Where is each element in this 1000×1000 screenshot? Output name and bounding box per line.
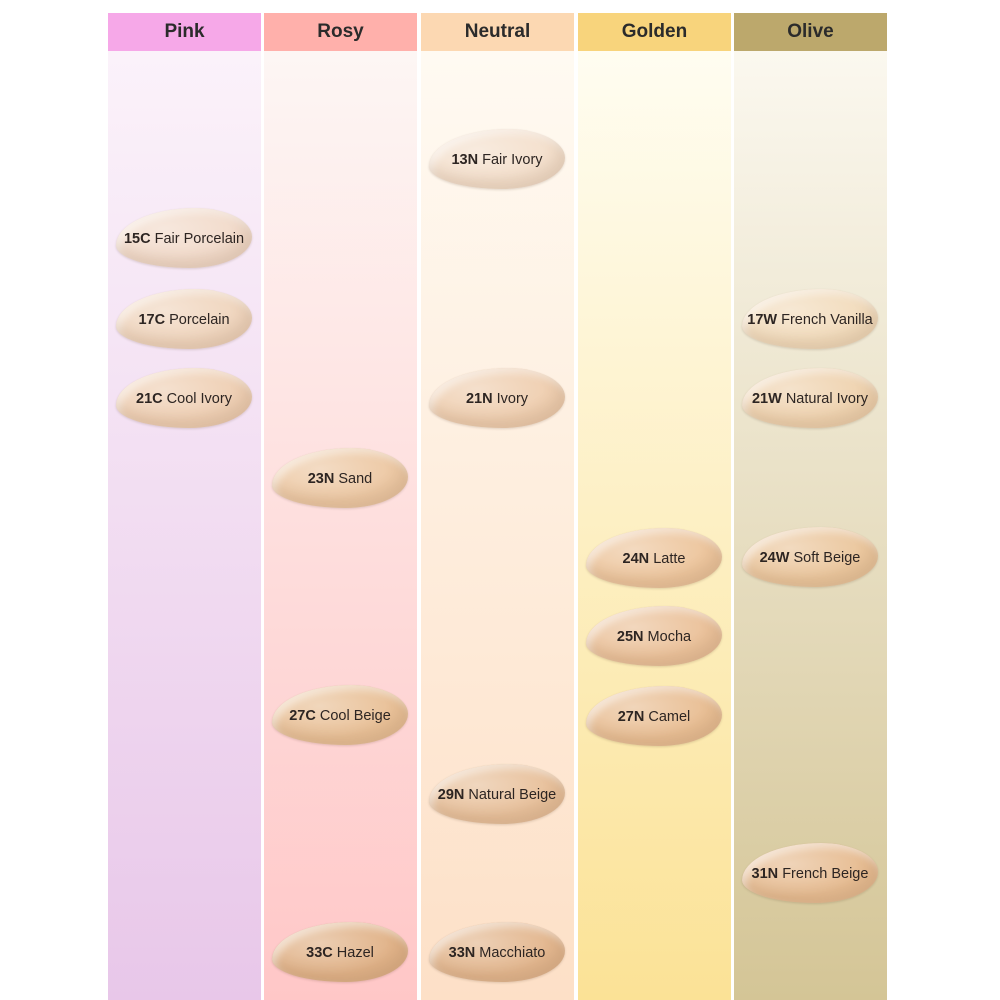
column-header-neutral: Neutral <box>421 13 574 51</box>
column-body-neutral: 13N Fair Ivory 21N Ivory 29N Natural Bei… <box>421 51 574 1000</box>
swatch-code: 29N <box>437 787 465 803</box>
swatch-shade-name: Cool Beige <box>319 708 391 724</box>
swatch-code: 21W <box>751 391 782 407</box>
swatch-shade-name: French Vanilla <box>781 312 873 328</box>
swatch-31n: 31N French Beige <box>742 843 878 903</box>
swatch-shade-name: Porcelain <box>169 312 230 328</box>
swatch-17w: 17W French Vanilla <box>742 289 878 349</box>
swatch-label: 25N Mocha <box>617 629 691 645</box>
column-pink: Pink 15C Fair Porcelain 17C Porcelain 21… <box>108 13 261 1000</box>
swatch-code: 27C <box>289 708 316 724</box>
swatch-label: 24W Soft Beige <box>760 550 861 566</box>
swatch-shade-name: French Beige <box>782 866 869 882</box>
column-golden: Golden 24N Latte 25N Mocha 27N Camel <box>578 13 731 1000</box>
swatch-shade-name: Mocha <box>647 629 692 645</box>
swatch-25n: 25N Mocha <box>586 606 722 666</box>
column-header-rosy: Rosy <box>264 13 417 51</box>
swatch-code: 17W <box>747 312 778 328</box>
swatch-33n: 33N Macchiato <box>429 922 565 982</box>
swatch-shade-name: Camel <box>648 709 691 725</box>
swatch-23n: 23N Sand <box>272 448 408 508</box>
swatch-shade-name: Ivory <box>496 391 529 407</box>
swatch-label: 17W French Vanilla <box>747 312 872 328</box>
swatch-label: 23N Sand <box>308 471 373 487</box>
swatch-code: 15C <box>123 231 151 247</box>
swatch-21c: 21C Cool Ivory <box>116 368 252 428</box>
swatch-label: 21W Natural Ivory <box>752 391 868 407</box>
swatch-13n: 13N Fair Ivory <box>429 129 565 189</box>
swatch-shade-name: Natural Beige <box>468 787 557 803</box>
swatch-shade-name: Soft Beige <box>793 550 861 566</box>
swatch-label: 13N Fair Ivory <box>451 152 542 168</box>
swatch-label: 24N Latte <box>623 551 686 567</box>
column-body-golden: 24N Latte 25N Mocha 27N Camel <box>578 51 731 1000</box>
swatch-code: 21N <box>465 391 493 407</box>
swatch-code: 33N <box>448 945 476 961</box>
swatch-shade-name: Fair Porcelain <box>154 231 245 247</box>
swatch-24n: 24N Latte <box>586 528 722 588</box>
swatch-code: 21C <box>136 391 163 407</box>
swatch-code: 13N <box>451 152 479 168</box>
column-header-golden: Golden <box>578 13 731 51</box>
swatch-shade-name: Hazel <box>336 945 374 961</box>
column-olive: Olive 17W French Vanilla 21W Natural Ivo… <box>734 13 887 1000</box>
swatch-code: 24N <box>622 551 650 567</box>
swatch-24w: 24W Soft Beige <box>742 527 878 587</box>
swatch-29n: 29N Natural Beige <box>429 764 565 824</box>
swatch-label: 31N French Beige <box>752 866 869 882</box>
swatch-code: 27N <box>617 709 645 725</box>
swatch-27n: 27N Camel <box>586 686 722 746</box>
swatch-code: 25N <box>616 629 644 645</box>
swatch-label: 33C Hazel <box>306 945 374 961</box>
swatch-33c: 33C Hazel <box>272 922 408 982</box>
column-neutral: Neutral 13N Fair Ivory 21N Ivory 29N Nat… <box>421 13 574 1000</box>
swatch-label: 15C Fair Porcelain <box>124 231 244 247</box>
column-header-olive: Olive <box>734 13 887 51</box>
swatch-label: 33N Macchiato <box>449 945 546 961</box>
column-rosy: Rosy 23N Sand 27C Cool Beige 33C Hazel <box>264 13 417 1000</box>
swatch-21n: 21N Ivory <box>429 368 565 428</box>
swatch-21w: 21W Natural Ivory <box>742 368 878 428</box>
swatch-label: 21N Ivory <box>466 391 528 407</box>
swatch-shade-name: Cool Ivory <box>166 391 232 407</box>
swatch-shade-name: Natural Ivory <box>785 391 869 407</box>
swatch-17c: 17C Porcelain <box>116 289 252 349</box>
swatch-label: 21C Cool Ivory <box>136 391 232 407</box>
swatch-shade-name: Sand <box>338 471 373 487</box>
swatch-27c: 27C Cool Beige <box>272 685 408 745</box>
swatch-code: 17C <box>138 312 166 328</box>
swatch-label: 29N Natural Beige <box>438 787 557 803</box>
swatch-15c: 15C Fair Porcelain <box>116 208 252 268</box>
column-body-rosy: 23N Sand 27C Cool Beige 33C Hazel <box>264 51 417 1000</box>
column-body-pink: 15C Fair Porcelain 17C Porcelain 21C Coo… <box>108 51 261 1000</box>
swatch-code: 31N <box>751 866 779 882</box>
swatch-code: 33C <box>306 945 333 961</box>
swatch-code: 24W <box>759 550 790 566</box>
column-body-olive: 17W French Vanilla 21W Natural Ivory 24W… <box>734 51 887 1000</box>
swatch-code: 23N <box>307 471 335 487</box>
swatch-label: 17C Porcelain <box>138 312 229 328</box>
swatch-label: 27C Cool Beige <box>289 708 391 724</box>
swatch-shade-name: Macchiato <box>479 945 546 961</box>
swatch-label: 27N Camel <box>618 709 691 725</box>
swatch-shade-name: Fair Ivory <box>482 152 543 168</box>
swatch-shade-name: Latte <box>653 551 686 567</box>
column-header-pink: Pink <box>108 13 261 51</box>
